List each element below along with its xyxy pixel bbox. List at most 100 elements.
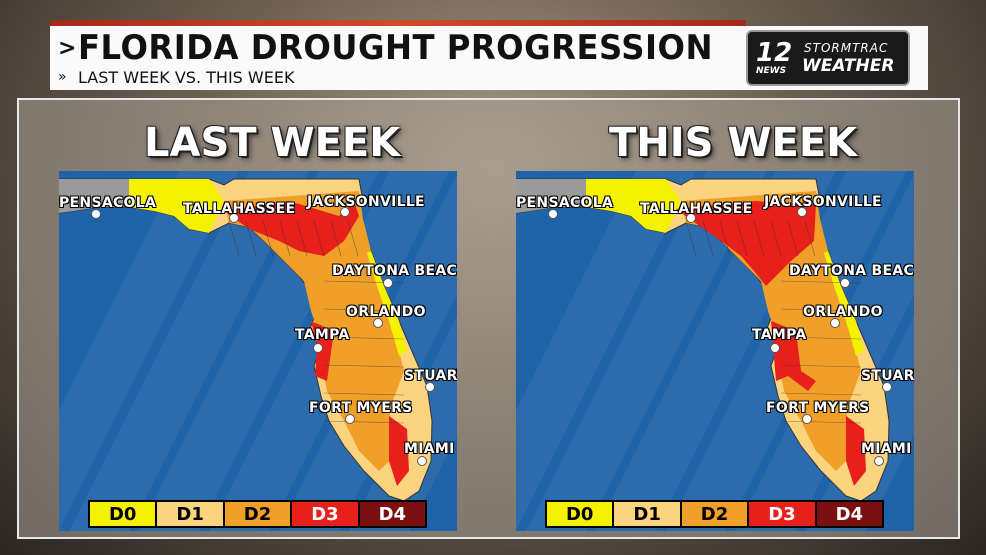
legend-d2: D2 (681, 502, 750, 526)
city-marker-miami (417, 456, 427, 466)
city-label-miami: MIAMI (404, 441, 455, 457)
station-logo: 12 NEWS STORMTRAC WEATHER (746, 30, 910, 86)
county-line (347, 220, 359, 257)
county-line (780, 420, 862, 424)
last-week-label: LAST WEEK (144, 120, 401, 166)
county-line (780, 308, 862, 312)
county-line (262, 220, 274, 257)
city-marker-daytona-beach (383, 278, 393, 288)
panhandle-d0 (586, 179, 681, 233)
legend-d3: D3 (749, 502, 817, 526)
city-marker-tampa (313, 343, 323, 353)
east-coast-d0 (367, 251, 407, 356)
legend-d1: D1 (614, 502, 682, 526)
last-week-legend: D0 D1 D2 D3 D4 (88, 500, 427, 528)
city-label-pensacola: PENSACOLA (516, 195, 614, 211)
city-marker-tallahassee (686, 213, 696, 223)
county-line (770, 220, 782, 257)
sheen-stripe (69, 171, 309, 531)
florida-drought-map (516, 171, 914, 531)
city-label-tampa: TAMPA (295, 327, 350, 343)
logo-number: 12 (756, 38, 793, 68)
d3-miami-region (846, 416, 866, 486)
panhandle-no-drought (59, 179, 139, 213)
county-line (719, 220, 731, 257)
city-label-stuart: STUART (404, 368, 457, 384)
florida-drought-map (59, 171, 457, 531)
city-label-jacksonville: JACKSONVILLE (307, 194, 425, 210)
d3-tampa-region (311, 321, 334, 381)
city-label-orlando: ORLANDO (803, 304, 883, 320)
city-label-tallahassee: TALLAHASSEE (183, 201, 296, 217)
city-marker-stuart (882, 382, 892, 392)
city-marker-orlando (830, 318, 840, 328)
county-line (702, 220, 714, 257)
county-line (296, 220, 308, 257)
this-week-label: THIS WEEK (609, 120, 858, 166)
city-marker-tallahassee (229, 213, 239, 223)
county-line (323, 308, 405, 312)
legend-d1: D1 (157, 502, 225, 526)
this-week-legend: D0 D1 D2 D3 D4 (545, 500, 884, 528)
county-line (245, 220, 257, 257)
county-line (736, 220, 748, 257)
city-label-daytona-beach: DAYTONA BEACH (789, 263, 914, 279)
logo-weather: WEATHER (802, 56, 895, 76)
county-line (323, 336, 405, 340)
city-marker-fort-myers (802, 414, 812, 424)
sheen-stripe (516, 171, 696, 531)
county-line (685, 220, 697, 257)
d3-miami-region (389, 416, 409, 486)
header-bar: > FLORIDA DROUGHT PROGRESSION » LAST WEE… (50, 26, 928, 90)
legend-d0: D0 (547, 502, 615, 526)
county-line (753, 220, 765, 257)
city-marker-jacksonville (797, 207, 807, 217)
subtitle-chevron-icon: » (58, 69, 67, 85)
legend-d0: D0 (90, 502, 158, 526)
panhandle-d0 (129, 179, 224, 233)
city-label-tallahassee: TALLAHASSEE (640, 201, 753, 217)
d3-tampa-region (771, 321, 816, 391)
legend-d2: D2 (224, 502, 293, 526)
title-chevron-icon: > (58, 36, 77, 61)
county-line (780, 364, 862, 368)
legend-d3: D3 (292, 502, 360, 526)
sheen-stripe (59, 171, 239, 531)
logo-news: NEWS (756, 66, 787, 76)
city-label-tampa: TAMPA (752, 327, 807, 343)
d2-region (681, 191, 861, 471)
city-marker-pensacola (548, 209, 558, 219)
city-label-fort-myers: FORT MYERS (766, 400, 870, 416)
county-line (228, 220, 240, 257)
city-marker-fort-myers (345, 414, 355, 424)
county-line (279, 220, 291, 257)
page-title: FLORIDA DROUGHT PROGRESSION (78, 28, 713, 68)
city-marker-miami (874, 456, 884, 466)
county-line (323, 364, 405, 368)
east-coast-d0 (824, 251, 864, 356)
county-line (780, 336, 862, 340)
city-marker-orlando (373, 318, 383, 328)
d3-north-region (676, 201, 816, 286)
city-label-stuart: STUART (861, 368, 914, 384)
legend-d4: D4 (816, 502, 883, 526)
city-label-daytona-beach: DAYTONA BEACH (332, 263, 457, 279)
city-label-miami: MIAMI (861, 441, 912, 457)
logo-stormtrac: STORMTRAC (804, 41, 889, 55)
county-line (323, 420, 405, 424)
city-marker-pensacola (91, 209, 101, 219)
city-marker-stuart (425, 382, 435, 392)
city-label-pensacola: PENSACOLA (59, 195, 157, 211)
last-week-map: PENSACOLA TALLAHASSEE JACKSONVILLE DAYTONA … (59, 171, 457, 531)
d2-region (224, 191, 404, 471)
this-week-map: PENSACOLA TALLAHASSEE JACKSONVILLE DAYTONA … (516, 171, 914, 531)
city-label-orlando: ORLANDO (346, 304, 426, 320)
city-marker-jacksonville (340, 207, 350, 217)
county-line (804, 220, 816, 257)
sheen-stripe (526, 171, 766, 531)
county-line (313, 220, 325, 257)
header-accent-bar (50, 20, 746, 26)
city-label-jacksonville: JACKSONVILLE (764, 194, 882, 210)
city-marker-daytona-beach (840, 278, 850, 288)
legend-d4: D4 (359, 502, 426, 526)
